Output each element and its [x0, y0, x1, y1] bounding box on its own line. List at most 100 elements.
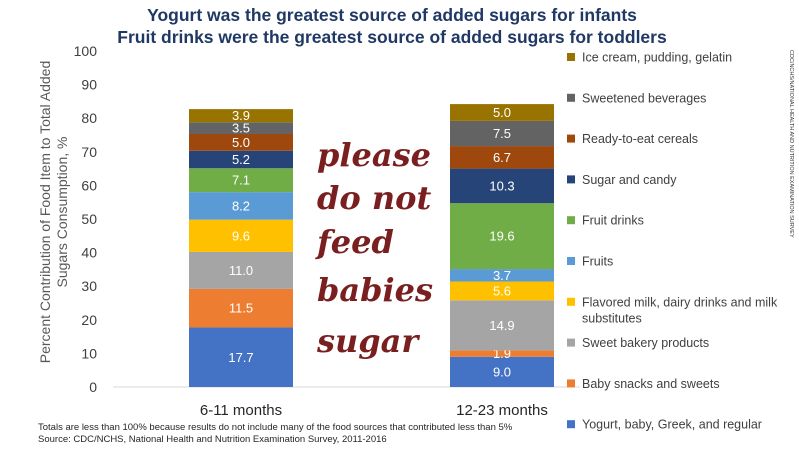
bar-segment — [450, 146, 554, 169]
legend-item: Sweetened beverages — [567, 91, 706, 105]
overlay-text-line: please — [317, 136, 431, 174]
legend-label: Flavored milk, dairy drinks and milk — [582, 295, 778, 309]
y-axis-label: Percent Contribution of Food Item to Tot… — [37, 61, 70, 363]
overlay-text-line: feed — [315, 223, 394, 261]
data-label: 7.1 — [232, 173, 250, 188]
bar-segment — [189, 150, 293, 169]
bar-segment — [450, 168, 554, 204]
data-label: 5.0 — [493, 105, 511, 120]
legend-item: Ice cream, pudding, gelatin — [567, 51, 732, 65]
bar-segment — [189, 327, 293, 387]
data-label: 3.7 — [493, 268, 511, 283]
bar-segment — [450, 269, 554, 282]
legend-item: Fruits — [567, 255, 613, 269]
y-tick-label: 100 — [74, 43, 98, 59]
bar-segment — [450, 104, 554, 121]
bar-segment — [189, 133, 293, 151]
bar-segment — [189, 288, 293, 328]
category-label: 12-23 months — [456, 402, 548, 419]
legend-label: Sugar and candy — [582, 173, 677, 187]
legend-item: Sugar and candy — [567, 173, 677, 187]
legend-label: Fruits — [582, 255, 613, 269]
y-axis-label-line-1: Percent Contribution of Food Item to Tot… — [37, 61, 53, 363]
data-label: 11.5 — [229, 301, 253, 316]
chart-title-line-1: Yogurt was the greatest source of added … — [147, 5, 637, 25]
legend-label: Yogurt, baby, Greek, and regular — [582, 418, 762, 432]
legend-label: Baby snacks and sweets — [582, 377, 720, 391]
data-label: 17.7 — [228, 350, 253, 365]
legend-swatch — [567, 338, 575, 347]
data-label: 5.2 — [232, 152, 250, 167]
bar-segment — [450, 281, 554, 301]
y-tick-label: 50 — [81, 211, 97, 227]
y-tick-label: 70 — [81, 144, 97, 160]
data-label: 10.3 — [489, 178, 514, 193]
y-tick-label: 90 — [81, 77, 97, 93]
data-label: 7.5 — [493, 126, 511, 141]
bar-segment — [189, 192, 293, 220]
data-label: 6.7 — [493, 150, 511, 165]
chart-title-line-2: Fruit drinks were the greatest source of… — [117, 27, 667, 47]
source-note: Source: CDC/NCHS, National Health and Nu… — [38, 434, 387, 445]
data-label: 5.6 — [493, 283, 511, 298]
y-tick-label: 60 — [81, 177, 97, 193]
handwritten-overlay: please do not feed babies sugar — [315, 136, 433, 360]
category-label: 6-11 months — [200, 402, 282, 419]
legend-label: Fruit drinks — [582, 214, 644, 228]
image-credit: CDC/NCHS/NATIONAL HEALTH AND NUTRITION E… — [788, 50, 794, 238]
data-label: 14.9 — [489, 318, 514, 333]
y-tick-label: 80 — [81, 110, 97, 126]
legend-item: Fruit drinks — [567, 214, 644, 228]
data-label: 3.9 — [232, 108, 250, 123]
legend-swatch — [567, 175, 575, 184]
bar-segment — [189, 168, 293, 193]
bar-segment — [450, 203, 554, 270]
legend-swatch — [567, 257, 575, 265]
bar-segment — [450, 356, 554, 387]
bars: 17.711.511.09.68.27.15.25.03.53.99.01.91… — [189, 104, 554, 387]
bar-segment — [189, 109, 293, 123]
legend-label: substitutes — [582, 311, 642, 325]
legend-swatch — [567, 420, 575, 429]
y-tick-label: 40 — [81, 245, 97, 261]
legend-item: Sweet bakery products — [567, 336, 709, 350]
overlay-text-line: babies — [317, 271, 433, 309]
legend-label: Ready-to-eat cereals — [582, 132, 698, 146]
legend-swatch — [567, 134, 575, 143]
data-label: 5.0 — [232, 135, 250, 150]
legend-label: Sweetened beverages — [582, 91, 706, 105]
bar-segment — [189, 219, 293, 252]
legend-item: Yogurt, baby, Greek, and regular — [567, 418, 762, 432]
legend: Ice cream, pudding, gelatin Sweetened bev… — [567, 51, 778, 432]
data-label: 19.6 — [489, 229, 514, 244]
y-axis-label-line-2: Sugars Consumption, % — [54, 137, 70, 288]
bar-segment — [189, 251, 293, 289]
data-label: 3.5 — [232, 121, 250, 136]
legend-item: Flavored milk, dairy drinks and milk subs… — [567, 295, 778, 325]
data-label: 8.2 — [232, 198, 250, 213]
y-tick-label: 20 — [81, 312, 97, 328]
y-tick-label: 30 — [81, 278, 97, 294]
bar-segment — [189, 122, 293, 134]
legend-swatch — [567, 93, 575, 102]
legend-label: Ice cream, pudding, gelatin — [582, 51, 732, 65]
overlay-text-line: sugar — [316, 322, 420, 360]
bar-segment — [450, 350, 554, 357]
legend-swatch — [567, 216, 575, 225]
footnote: Totals are less than 100% because result… — [38, 422, 513, 433]
overlay-text-line: do not — [317, 179, 431, 217]
y-tick-label: 10 — [81, 345, 97, 361]
bar-segment — [450, 120, 554, 147]
legend-swatch — [567, 379, 575, 388]
legend-swatch — [567, 297, 575, 306]
legend-item: Baby snacks and sweets — [567, 377, 720, 391]
data-label: 9.0 — [493, 364, 511, 379]
legend-label: Sweet bakery products — [582, 336, 709, 350]
legend-item: Ready-to-eat cereals — [567, 132, 698, 146]
data-label: 9.6 — [232, 228, 250, 243]
bar-segment — [450, 300, 554, 351]
y-tick-label: 0 — [89, 379, 97, 395]
legend-swatch — [567, 53, 575, 61]
